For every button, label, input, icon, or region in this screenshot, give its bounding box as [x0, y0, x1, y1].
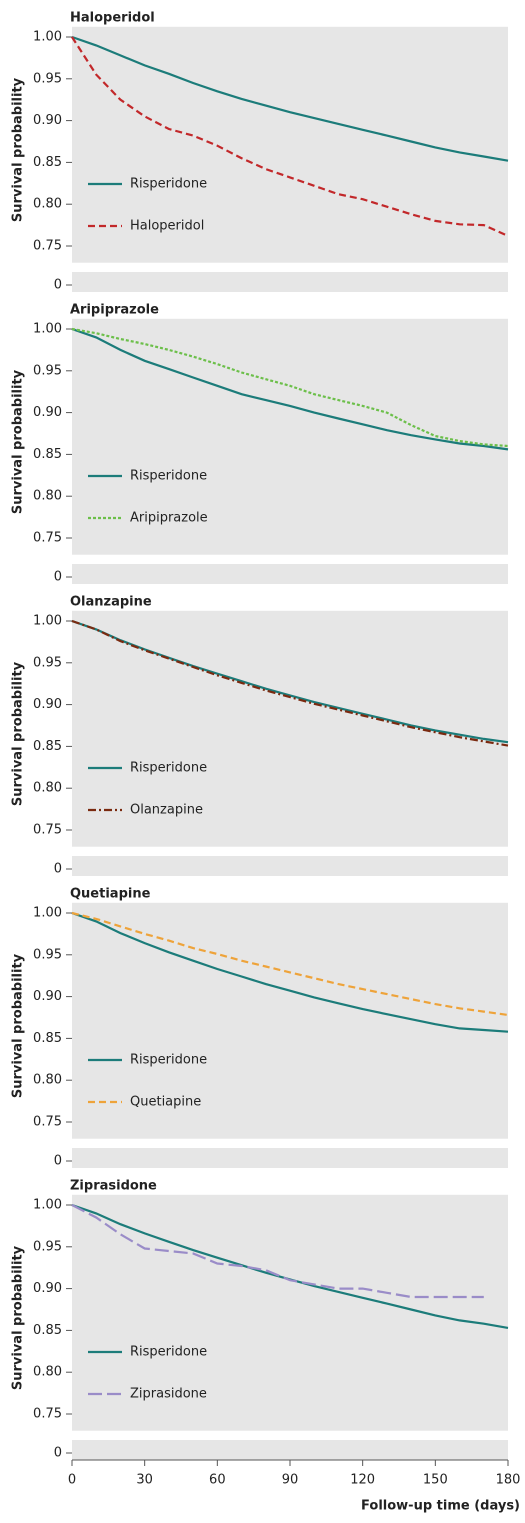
y-tick-label: 1.00 [33, 906, 62, 921]
legend-label: Quetiapine [130, 1095, 201, 1110]
y-tick-label: 0.80 [33, 781, 62, 796]
y-tick-label: 0.85 [33, 155, 62, 170]
y-tick-label: 1.00 [33, 1198, 62, 1213]
y-tick-label: 0 [54, 1154, 62, 1169]
x-tick-label: 0 [68, 1473, 76, 1488]
survival-curve [71, 619, 509, 747]
y-axis-label: Survival probability [11, 953, 26, 1098]
y-tick-label: 0.80 [33, 1365, 62, 1380]
legend-label: Aripiprazole [130, 511, 208, 526]
survival-curve [71, 619, 509, 744]
y-tick-label: 1.00 [33, 322, 62, 337]
x-axis-label: Follow-up time (days) [361, 1499, 520, 1514]
y-tick-label: 1.00 [33, 614, 62, 629]
y-tick-label: 0.80 [33, 489, 62, 504]
plot-area-break [72, 856, 508, 876]
x-tick-label: 30 [136, 1473, 153, 1488]
x-tick-label: 150 [423, 1473, 448, 1488]
y-tick-label: 0.95 [33, 1239, 62, 1254]
y-tick-label: 0.75 [33, 823, 62, 838]
chart-title: Olanzapine [70, 595, 152, 610]
survival-curve [71, 327, 509, 448]
chart-title: Aripiprazole [70, 303, 159, 318]
y-tick-label: 0.95 [33, 363, 62, 378]
x-tick-label: 180 [496, 1473, 521, 1488]
y-tick-label: 0.85 [33, 1323, 62, 1338]
plot-area-break [72, 1148, 508, 1168]
y-tick-label: 0.90 [33, 697, 62, 712]
y-tick-label: 0.95 [33, 947, 62, 962]
chart-title: Haloperidol [70, 11, 155, 26]
plot-area-break [72, 272, 508, 292]
y-tick-label: 0.85 [33, 447, 62, 462]
chart-title: Quetiapine [70, 887, 151, 902]
y-tick-label: 0.85 [33, 739, 62, 754]
survival-curve [71, 35, 509, 162]
legend-label: Ziprasidone [130, 1387, 207, 1402]
plot-area-break [72, 564, 508, 584]
x-tick-label: 120 [350, 1473, 375, 1488]
y-tick-label: 0.90 [33, 989, 62, 1004]
y-tick-label: 0.80 [33, 1073, 62, 1088]
legend-label: Risperidone [130, 177, 207, 192]
y-tick-label: 0.75 [33, 239, 62, 254]
y-tick-label: 0.85 [33, 1031, 62, 1046]
y-tick-label: 0.80 [33, 197, 62, 212]
legend-label: Risperidone [130, 1345, 207, 1360]
legend-label: Risperidone [130, 761, 207, 776]
survival-curve [71, 911, 509, 1017]
y-tick-label: 0.75 [33, 1115, 62, 1130]
survival-curve [71, 327, 509, 451]
y-tick-label: 0.90 [33, 113, 62, 128]
y-axis-label: Survival probability [11, 661, 26, 806]
x-tick-label: 60 [209, 1473, 226, 1488]
survival-curve [71, 911, 509, 1033]
y-axis-label: Survival probability [11, 1245, 26, 1390]
y-tick-label: 0.95 [33, 71, 62, 86]
y-tick-label: 0.75 [33, 1407, 62, 1422]
y-tick-label: 0 [54, 278, 62, 293]
y-tick-label: 1.00 [33, 30, 62, 45]
y-tick-label: 0.90 [33, 1281, 62, 1296]
x-tick-label: 90 [282, 1473, 299, 1488]
legend-label: Olanzapine [130, 803, 203, 818]
y-tick-label: 0.75 [33, 531, 62, 546]
y-axis-label: Survival probability [11, 369, 26, 514]
y-tick-label: 0 [54, 862, 62, 877]
legend-label: Risperidone [130, 469, 207, 484]
survival-curve [71, 36, 509, 238]
chart-title: Ziprasidone [70, 1179, 157, 1194]
plot-area-break [72, 1440, 508, 1460]
y-tick-label: 0.90 [33, 405, 62, 420]
survival-curve [71, 1204, 484, 1299]
y-tick-label: 0.95 [33, 655, 62, 670]
y-axis-label: Survival probability [11, 77, 26, 222]
legend-label: Risperidone [130, 1053, 207, 1068]
legend-label: Haloperidol [130, 219, 204, 234]
y-tick-label: 0 [54, 570, 62, 585]
y-tick-label: 0 [54, 1446, 62, 1461]
